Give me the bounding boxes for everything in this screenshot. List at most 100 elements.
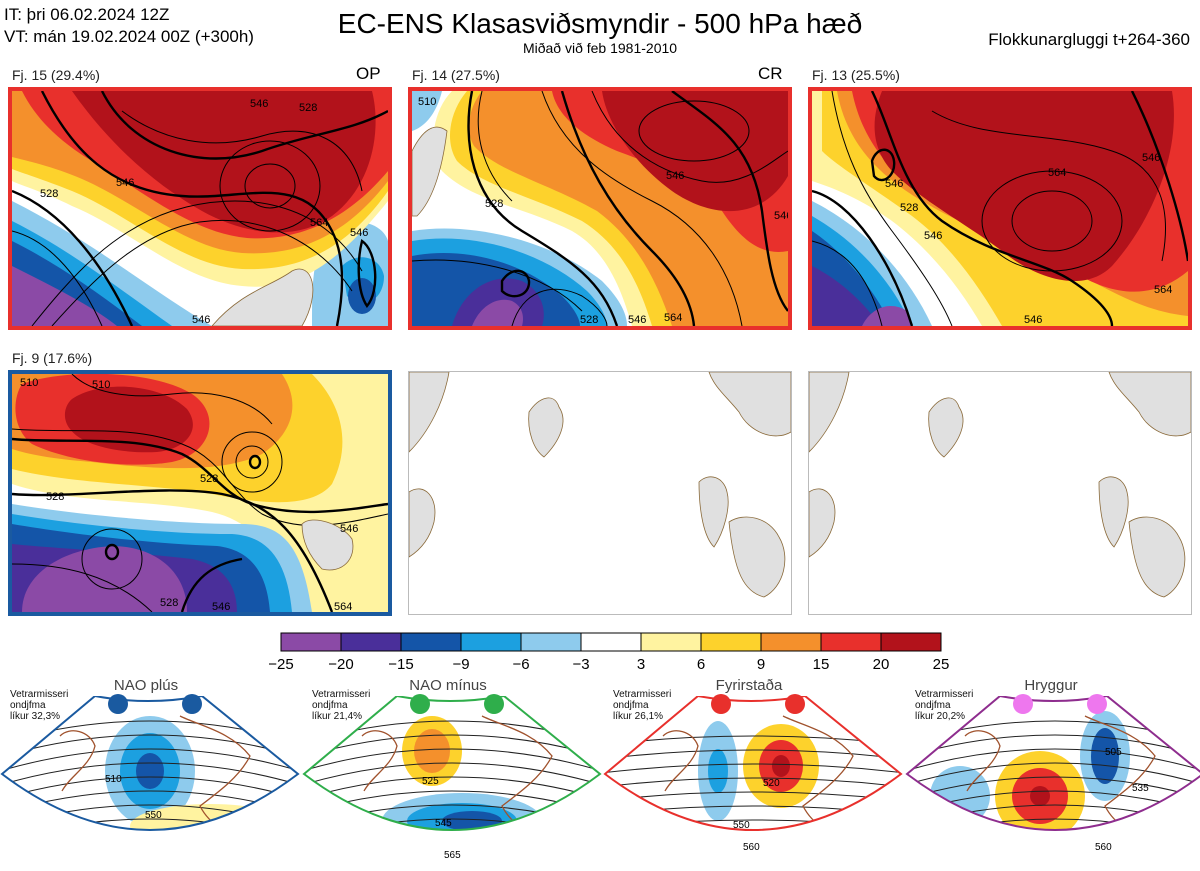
regime-fan-map: 505 535 560 [905,696,1200,858]
colorbar-tick-label: −20 [328,656,354,673]
regime-outline [603,696,903,831]
contour-label-p4-3: 546 [340,523,358,535]
cluster-window: Flokkunargluggi t+264-360 [988,30,1190,49]
regime-info-line: Vetrarmisseri [915,689,974,700]
height-contour [304,748,600,775]
height-contour [0,833,300,858]
colorbar-swatch [700,632,762,652]
regime-info-line: ondjfma [915,700,951,711]
anomaly-blob [1030,786,1050,806]
regime-contour-label: 545 [435,818,452,829]
height-contour [907,818,1200,830]
contour-label-p3-0: 546 [885,178,903,190]
regime-contour-label: 565 [444,850,461,861]
colorbar-swatch [340,632,402,652]
regime-contour-label: 505 [1105,747,1122,758]
contour-label-p1-4: 564 [310,217,328,229]
contour-label-p4-7: 564 [334,601,352,612]
height-contour [304,818,600,830]
contour-label-p3-4: 546 [1142,152,1160,164]
contour-label-p4-2: 528 [46,491,64,503]
anomaly-blob [708,749,728,793]
contour-label-p2-0: 510 [418,96,436,108]
height-contour [2,748,298,775]
header-times: IT: þri 06.02.2024 12Z VT: mán 19.02.202… [4,4,254,48]
regime-info-line: ondjfma [613,700,649,711]
regime-name: Fyrirstaða [715,677,783,694]
contour-label-p2-1: 528 [485,198,503,210]
regime-fan-map: 525 545 565 [302,696,602,861]
contour-label-p4-1: 528 [200,473,218,485]
contour-label-p2-5: 564 [664,312,682,324]
contour-label-p3-2: 546 [924,230,942,242]
height-contour [304,776,600,803]
height-contour [605,749,901,761]
regime-info: Vetrarmisseri ondjfma líkur 20,2% [915,689,973,722]
contour-label-p1-0: 546 [250,98,268,110]
colorbar-tick-label: 3 [636,656,646,673]
contour-label-p2-4: 546 [628,314,646,326]
height-contour [907,762,1200,789]
contour-label-p3-3: 564 [1048,167,1066,179]
regime-info: Vetrarmisseri ondjfma líkur 21,4% [312,689,370,722]
colorbar-swatch [880,632,942,652]
regime-marker-dot [1087,694,1107,714]
regime-fan-map: 510 550 [0,696,300,858]
colorbar-tick-label: 25 [932,656,950,673]
panel-label-4: Fj. 9 (17.6%) [12,350,93,366]
anomaly-blob [136,753,164,789]
regime-contour-label: 550 [733,820,750,831]
regime-outline [0,696,300,831]
regime-marker-dot [1013,694,1033,714]
cluster-map-3: 546 528 546 564 546 564 546 [808,87,1192,330]
colorbar-tick-label: −25 [268,656,294,673]
height-contour [2,818,298,830]
colorbar-tick-label: −6 [512,656,530,673]
colorbar-tick-label: −3 [572,656,590,673]
contour-label-p1-6: 546 [192,314,210,326]
colorbar-swatch [760,632,822,652]
regime-marker-dot [182,694,202,714]
colorbar [280,632,944,657]
regime-outline [302,696,602,831]
regime-contour-label: 535 [1132,783,1149,794]
regime-marker-dot [785,694,805,714]
contour-label-p1-1: 528 [299,102,317,114]
cluster-map-4: 510 528 528 546 510 528 546 564 [8,370,392,616]
empty-map-2 [808,371,1192,615]
cluster-map-2: 510 528 546 528 546 564 546 [408,87,792,330]
regime-contour-label: 560 [1095,842,1112,853]
regime-contour-label: 510 [105,774,122,785]
contour-label-p2-3: 528 [580,314,598,326]
contour-label-p4-6: 546 [212,601,230,612]
colorbar-tick-label: 20 [872,656,890,673]
colorbar-swatch [640,632,702,652]
contour-label-p4-0: 510 [92,379,110,391]
colorbar-tick-label: 6 [696,656,706,673]
height-contour [907,776,1200,803]
colorbar-tick-label: −9 [452,656,470,673]
regime-info-line: Vetrarmisseri [312,689,371,700]
regime-name: Hryggur [1024,677,1078,694]
colorbar-tick-label: 9 [756,656,766,673]
regime-contour-label: 560 [743,842,760,853]
page-title: EC-ENS Klasasviðsmyndir - 500 hPa hæð [337,8,863,39]
contour-label-p1-5: 546 [350,227,368,239]
contour-label-p3-1: 528 [900,202,918,214]
colorbar-tick-label: −15 [388,656,414,673]
height-contour [605,777,901,789]
anomaly-blob [1091,728,1119,784]
colorbar-swatch [820,632,882,652]
colorbar-swatch [400,632,462,652]
panel-label-2: Fj. 14 (27.5%) [412,67,500,83]
regime-outline [905,696,1200,831]
regime-marker-dot [711,694,731,714]
regime-info-line: Vetrarmisseri [613,689,672,700]
regime-name: NAO plús [113,677,179,694]
regime-info: Vetrarmisseri ondjfma líkur 32,3% [10,689,68,722]
regime-info-line: líkur 20,2% [915,711,966,722]
height-contour [905,833,1200,858]
regime-contour-label: 525 [422,776,439,787]
regime-marker-dot [484,694,504,714]
regime-info-line: líkur 26,1% [613,711,664,722]
